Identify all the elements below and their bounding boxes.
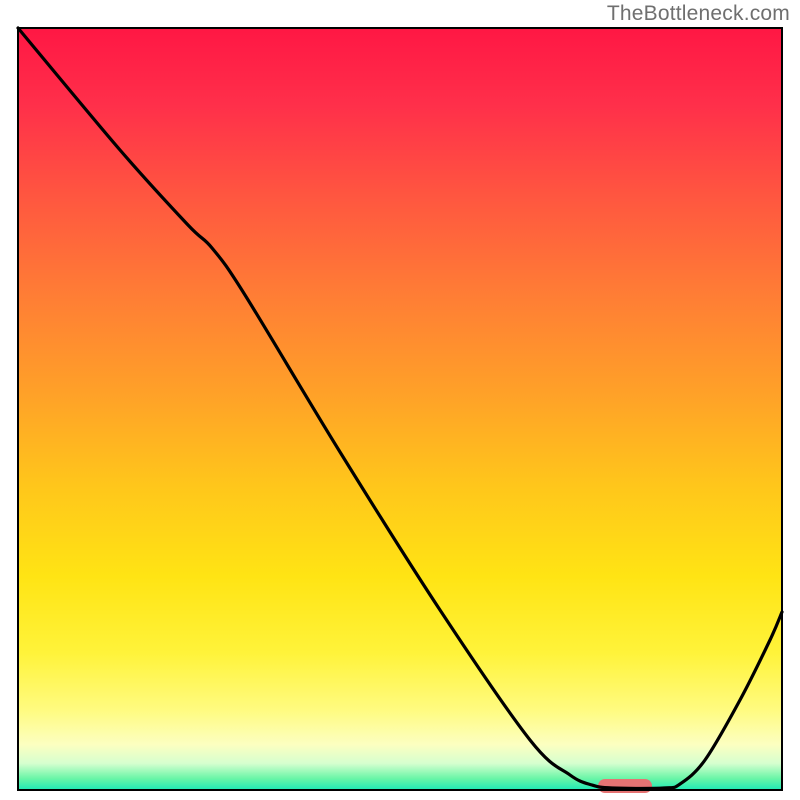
gradient-background xyxy=(18,28,782,790)
watermark-text: TheBottleneck.com xyxy=(607,2,790,26)
bottleneck-chart-svg xyxy=(0,0,800,800)
chart-container: TheBottleneck.com xyxy=(0,0,800,800)
